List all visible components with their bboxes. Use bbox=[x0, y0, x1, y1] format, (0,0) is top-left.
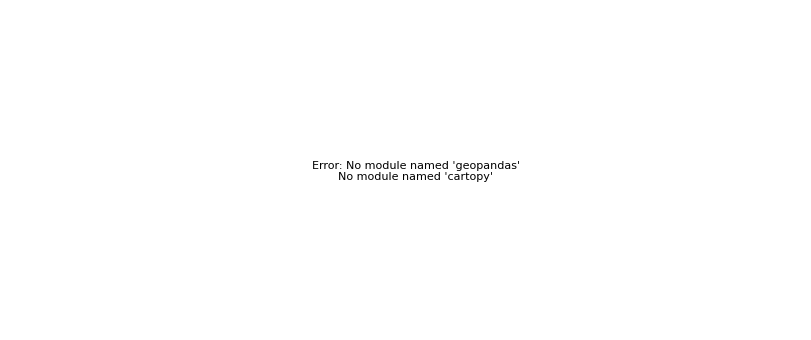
Text: Error: No module named 'geopandas'
No module named 'cartopy': Error: No module named 'geopandas' No mo… bbox=[311, 161, 520, 183]
